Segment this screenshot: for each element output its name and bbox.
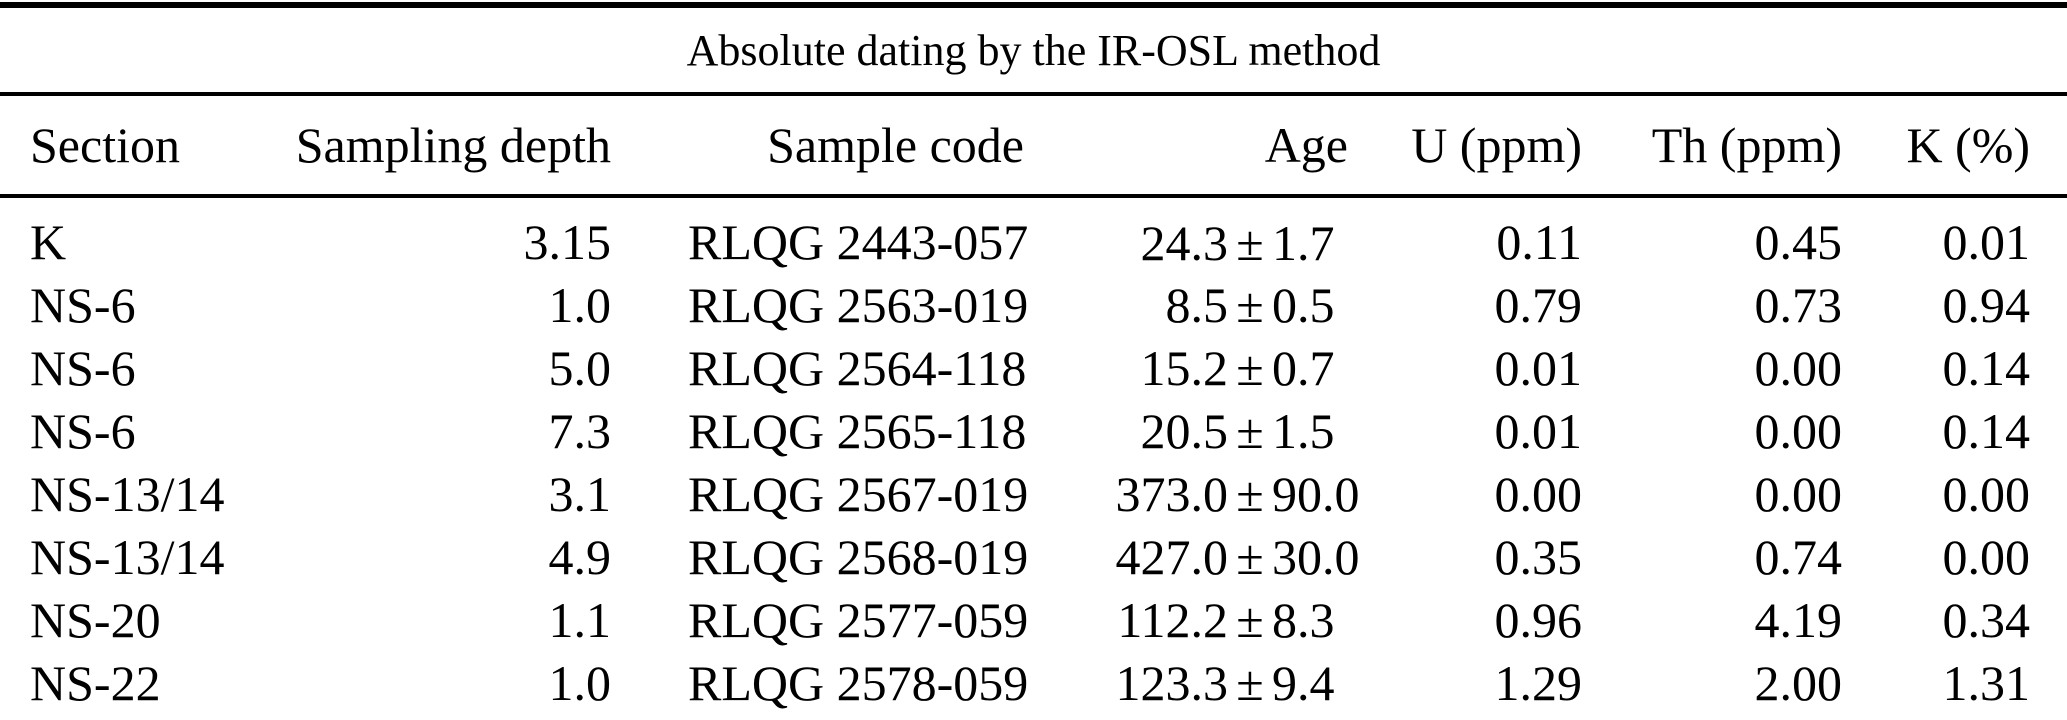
table-row: NS-13/14 4.9 RLQG 2568-019 427.0 ±30.0 0.…: [0, 526, 2067, 589]
cell-k-pct: 0.14: [1942, 340, 2031, 396]
age-error: 30.0: [1272, 529, 1360, 585]
cell-section: NS-20: [30, 592, 161, 648]
cell-k-pct: 0.00: [1942, 529, 2031, 585]
cell-sample-code: RLQG 2577-059: [688, 592, 1029, 648]
cell-u-ppm: 1.29: [1494, 655, 1583, 711]
table-title: Absolute dating by the IR-OSL method: [0, 8, 2067, 96]
age-value: 24.3: [1140, 214, 1229, 271]
table-row: K 3.15 RLQG 2443-057 24.3 ±1.7 0.11 0.45 …: [0, 196, 2067, 274]
cell-section: NS-6: [30, 340, 136, 396]
cell-sampling-depth: 1.1: [548, 592, 612, 648]
table-row: NS-6 7.3 RLQG 2565-118 20.5 ±1.5 0.01 0.0…: [0, 400, 2067, 463]
cell-section: K: [30, 214, 67, 270]
cell-sample-code: RLQG 2564-118: [688, 340, 1027, 396]
plus-minus-symbol: ±: [1236, 340, 1264, 396]
cell-k-pct: 0.00: [1942, 466, 2031, 522]
age-error: 90.0: [1272, 466, 1360, 522]
table-row: NS-6 1.0 RLQG 2563-019 8.5 ±0.5 0.79 0.73…: [0, 274, 2067, 337]
plus-minus-symbol: ±: [1236, 466, 1264, 522]
cell-u-ppm: 0.96: [1494, 592, 1583, 648]
cell-sampling-depth: 3.15: [523, 214, 612, 270]
cell-sampling-depth: 1.0: [548, 277, 612, 333]
cell-sample-code: RLQG 2568-019: [688, 529, 1029, 585]
age-value: 123.3: [1115, 654, 1229, 711]
column-header-k-pct: K (%): [1846, 96, 2067, 198]
cell-section: NS-22: [30, 655, 161, 711]
cell-th-ppm: 4.19: [1754, 592, 1843, 648]
cell-k-pct: 0.14: [1942, 403, 2031, 459]
cell-k-pct: 0.34: [1942, 592, 2031, 648]
cell-sampling-depth: 3.1: [548, 466, 612, 522]
cell-u-ppm: 0.01: [1494, 403, 1583, 459]
cell-age: 15.2 ±0.7: [1040, 337, 1392, 400]
cell-sampling-depth: 4.9: [548, 529, 612, 585]
cell-k-pct: 0.01: [1942, 214, 2031, 270]
age-error: 8.3: [1272, 592, 1335, 648]
age-error: 1.7: [1272, 214, 1335, 271]
cell-k-pct: 0.94: [1942, 277, 2031, 333]
age-error: 0.7: [1272, 340, 1335, 396]
cell-section: NS-6: [30, 277, 136, 333]
cell-sample-code: RLQG 2443-057: [688, 214, 1029, 270]
plus-minus-symbol: ±: [1236, 277, 1264, 333]
cell-th-ppm: 0.45: [1754, 214, 1843, 270]
cell-k-pct: 1.31: [1942, 655, 2031, 711]
cell-sampling-depth: 1.0: [548, 655, 612, 711]
column-header-u-ppm: U (ppm): [1392, 96, 1586, 198]
cell-u-ppm: 0.35: [1494, 529, 1583, 585]
cell-th-ppm: 0.74: [1754, 529, 1843, 585]
plus-minus-symbol: ±: [1236, 592, 1264, 648]
age-value: 8.5: [1165, 277, 1229, 333]
column-header-age: Age: [1040, 96, 1392, 198]
age-value: 20.5: [1140, 403, 1229, 459]
column-header-sampling-depth: Sampling depth: [250, 96, 612, 198]
cell-th-ppm: 0.73: [1754, 277, 1843, 333]
age-value: 427.0: [1115, 529, 1229, 585]
cell-age: 24.3 ±1.7: [1040, 196, 1392, 274]
cell-age: 123.3 ±9.4: [1040, 652, 1392, 720]
cell-sample-code: RLQG 2578-059: [688, 655, 1029, 711]
ir-osl-dating-table: Section Sampling depth Sample code Age U…: [0, 96, 2067, 720]
cell-th-ppm: 0.00: [1754, 466, 1843, 522]
cell-sample-code: RLQG 2565-118: [688, 403, 1027, 459]
cell-th-ppm: 0.00: [1754, 403, 1843, 459]
cell-th-ppm: 2.00: [1754, 655, 1843, 711]
cell-th-ppm: 0.00: [1754, 340, 1843, 396]
cell-age: 427.0 ±30.0: [1040, 526, 1392, 589]
header-row: Section Sampling depth Sample code Age U…: [0, 96, 2067, 198]
table-row: NS-6 5.0 RLQG 2564-118 15.2 ±0.7 0.01 0.0…: [0, 337, 2067, 400]
plus-minus-symbol: ±: [1236, 214, 1264, 271]
cell-age: 373.0 ±90.0: [1040, 463, 1392, 526]
cell-sampling-depth: 5.0: [548, 340, 612, 396]
cell-age: 8.5 ±0.5: [1040, 274, 1392, 337]
column-header-section: Section: [0, 96, 250, 198]
age-error: 9.4: [1272, 654, 1335, 711]
plus-minus-symbol: ±: [1236, 529, 1264, 585]
age-value: 112.2: [1117, 592, 1228, 648]
cell-sample-code: RLQG 2567-019: [688, 466, 1029, 522]
column-header-sample-code: Sample code: [612, 96, 1040, 198]
cell-section: NS-13/14: [30, 529, 225, 585]
cell-section: NS-6: [30, 403, 136, 459]
cell-u-ppm: 0.79: [1494, 277, 1583, 333]
table-row: NS-13/14 3.1 RLQG 2567-019 373.0 ±90.0 0.…: [0, 463, 2067, 526]
plus-minus-symbol: ±: [1236, 403, 1264, 459]
plus-minus-symbol: ±: [1236, 654, 1264, 711]
cell-u-ppm: 0.00: [1494, 466, 1583, 522]
cell-u-ppm: 0.01: [1494, 340, 1583, 396]
table-row: NS-22 1.0 RLQG 2578-059 123.3 ±9.4 1.29 2…: [0, 652, 2067, 720]
column-header-th-ppm: Th (ppm): [1586, 96, 1846, 198]
age-error: 0.5: [1272, 277, 1335, 333]
cell-u-ppm: 0.11: [1496, 214, 1582, 270]
age-value: 373.0: [1115, 466, 1229, 522]
age-error: 1.5: [1272, 403, 1335, 459]
cell-sample-code: RLQG 2563-019: [688, 277, 1029, 333]
cell-age: 112.2 ±8.3: [1040, 589, 1392, 652]
age-value: 15.2: [1140, 340, 1229, 396]
cell-age: 20.5 ±1.5: [1040, 400, 1392, 463]
cell-sampling-depth: 7.3: [548, 403, 612, 459]
table-row: NS-20 1.1 RLQG 2577-059 112.2 ±8.3 0.96 4…: [0, 589, 2067, 652]
cell-section: NS-13/14: [30, 466, 225, 522]
